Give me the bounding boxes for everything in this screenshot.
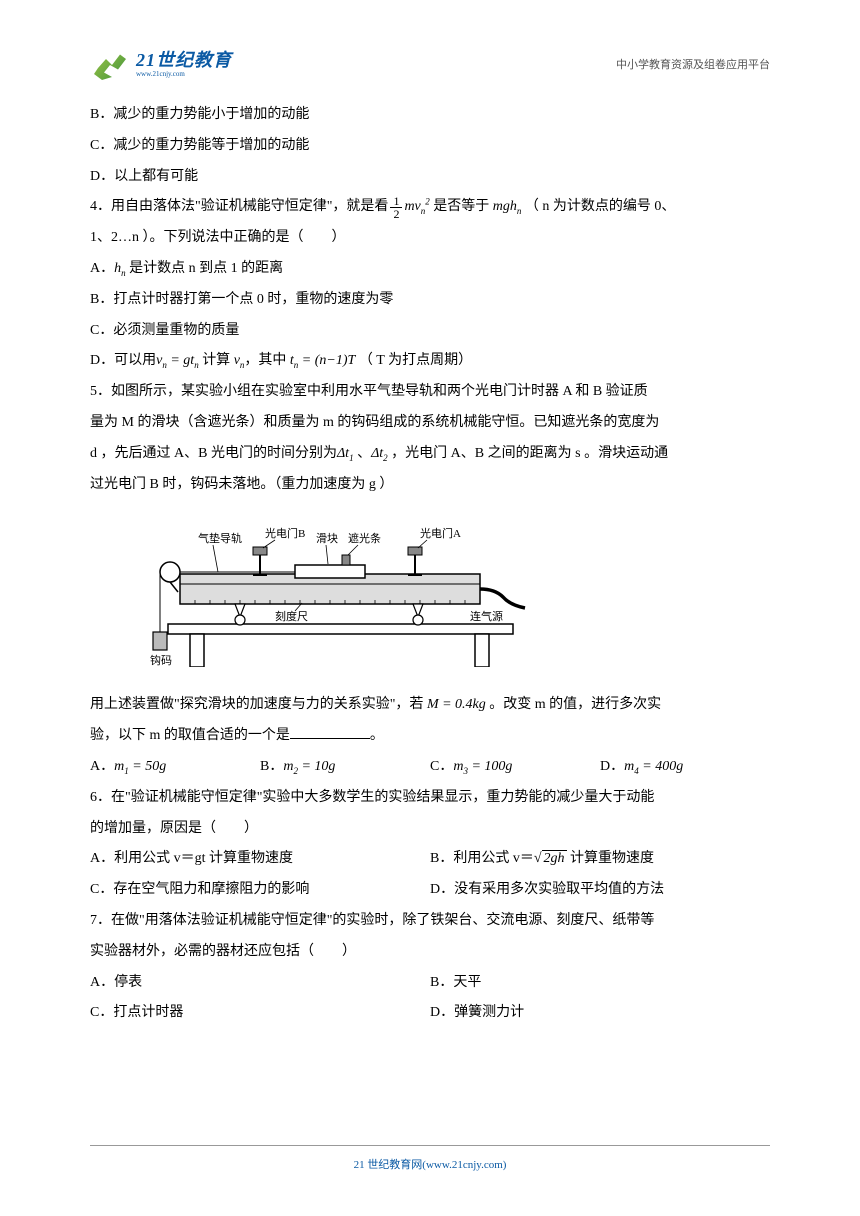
q7-opt-a: A．停表 — [90, 968, 430, 999]
label-gate-a: 光电门A — [420, 526, 461, 540]
q6-b-pre: B．利用公式 v＝ — [430, 851, 534, 866]
opt-label: C． — [430, 759, 453, 774]
formula-m2: m2 = 10g — [283, 759, 335, 774]
label-gate-b: 光电门B — [265, 526, 305, 540]
formula-m3: m3 = 100g — [453, 759, 512, 774]
formula-m04: M = 0.4kg — [423, 697, 489, 712]
q6-row1: A．利用公式 v＝gt 计算重物速度 B．利用公式 v＝√2gh 计算重物速度 — [90, 844, 770, 875]
logo-url: www.21cnjy.com — [136, 71, 232, 79]
q7-opt-d: D．弹簧测力计 — [430, 998, 770, 1029]
q4-opt-c: C．必须测量重物的质量 — [90, 316, 770, 347]
q6-b-post: 计算重物速度 — [567, 851, 655, 866]
q4-opt-b: B．打点计时器打第一个点 0 时，重物的速度为零 — [90, 285, 770, 316]
content-body: B．减少的重力势能小于增加的动能 C．减少的重力势能等于增加的动能 D．以上都有… — [90, 95, 770, 1029]
q6-row2: C．存在空气阻力和摩擦阻力的影响 D．没有采用多次实验取平均值的方法 — [90, 875, 770, 906]
formula-mv2: mvn2 — [404, 199, 429, 214]
q5-l3-mid2: ，光电门 A、B 之间的距离为 s 。滑块运动通 — [391, 446, 668, 461]
prev-option-d: D．以上都有可能 — [90, 162, 770, 193]
q7-row2: C．打点计时器 D．弹簧测力计 — [90, 998, 770, 1029]
q5-post-l1-pre: 用上述装置做"探究滑块的加速度与力的关系实验"，若 — [90, 697, 423, 712]
formula-mghn: mghn — [493, 199, 522, 214]
q6-opt-d: D．没有采用多次实验取平均值的方法 — [430, 875, 770, 906]
q6-line1: 6．在"验证机械能守恒定律"实验中大多数学生的实验结果显示，重力势能的减少量大于… — [90, 783, 770, 814]
logo: 21世纪教育 www.21cnjy.com — [90, 50, 232, 80]
q4-d-mid2: ，其中 — [244, 353, 286, 368]
q5-line2: 量为 M 的滑块（含遮光条）和质量为 m 的钩码组成的系统机械能守恒。已知遮光条… — [90, 408, 770, 439]
q7-line1: 7．在做"用落体法验证机械能守恒定律"的实验时，除了铁架台、交流电源、刻度尺、纸… — [90, 906, 770, 937]
formula-dt2: Δt2 — [371, 446, 388, 461]
q5-opt-c: C．m3 = 100g — [430, 752, 600, 783]
label-air-source: 连气源 — [470, 609, 503, 623]
opt-label: A． — [90, 261, 114, 276]
q4-post2: （ n 为计数点的编号 0、 — [525, 199, 676, 214]
runner-icon — [90, 50, 130, 80]
q7-line2: 实验器材外，必需的器材还应包括（ ） — [90, 937, 770, 968]
header-right-text: 中小学教育资源及组卷应用平台 — [616, 54, 770, 76]
label-ruler: 刻度尺 — [275, 609, 308, 623]
q7-opt-b: B．天平 — [430, 968, 770, 999]
formula-m1: m1 = 50g — [114, 759, 166, 774]
formula-tn: tn = (n−1)T — [286, 353, 358, 368]
q6-opt-c: C．存在空气阻力和摩擦阻力的影响 — [90, 875, 430, 906]
label-slider: 滑块 — [316, 532, 338, 545]
page-header: 21世纪教育 www.21cnjy.com 中小学教育资源及组卷应用平台 — [90, 50, 770, 80]
label-air-track: 气垫导轨 — [198, 531, 242, 545]
q5-post-l1: 用上述装置做"探究滑块的加速度与力的关系实验"，若 M = 0.4kg 。改变 … — [90, 690, 770, 721]
q4-post1: 是否等于 — [433, 199, 493, 214]
q7-row1: A．停表 B．天平 — [90, 968, 770, 999]
formula-vn-gtn: vn = gtn — [156, 353, 199, 368]
opt-label: D．可以用 — [90, 353, 156, 368]
q4-opt-a: A．hn 是计数点 n 到点 1 的距离 — [90, 254, 770, 285]
q6-opt-a: A．利用公式 v＝gt 计算重物速度 — [90, 844, 430, 875]
opt-label: B． — [260, 759, 283, 774]
fill-blank[interactable] — [290, 725, 370, 739]
q7-opt-c: C．打点计时器 — [90, 998, 430, 1029]
q4-line1: 4．用自由落体法"验证机械能守恒定律"，就是看12mvn2 是否等于 mghn … — [90, 192, 770, 223]
prev-option-b: B．减少的重力势能小于增加的动能 — [90, 100, 770, 131]
formula-vn: vn — [234, 353, 245, 368]
q5-opt-a: A．m1 = 50g — [90, 752, 260, 783]
q4-a-text: 是计数点 n 到点 1 的距离 — [129, 261, 283, 276]
q5-l3-mid: 、 — [357, 446, 371, 461]
formula-dt1: Δt1 — [337, 446, 354, 461]
label-weight: 钩码 — [150, 653, 172, 667]
q4-opt-d: D．可以用vn = gtn 计算 vn，其中 tn = (n−1)T （ T 为… — [90, 346, 770, 377]
formula-sqrt2gh: √2gh — [534, 850, 567, 866]
q5-line4: 过光电门 B 时，钩码未落地。（重力加速度为 g ） — [90, 470, 770, 501]
q5-opt-d: D．m4 = 400g — [600, 752, 770, 783]
q4-d-mid: 计算 — [199, 353, 234, 368]
logo-text: 21世纪教育 www.21cnjy.com — [136, 51, 232, 78]
opt-label: D． — [600, 759, 624, 774]
q5-post-l2-text: 验，以下 m 的取值合适的一个是 — [90, 728, 290, 743]
q4-d-post: （ T 为打点周期） — [359, 353, 472, 368]
q5-opt-b: B．m2 = 10g — [260, 752, 430, 783]
q5-post-l2-end: 。 — [370, 728, 384, 743]
formula-m4: m4 = 400g — [624, 759, 683, 774]
q4-pre: 4．用自由落体法"验证机械能守恒定律"，就是看 — [90, 199, 388, 214]
q5-post-l1-mid: 。改变 m 的值，进行多次实 — [489, 697, 661, 712]
q6-line2: 的增加量，原因是（ ） — [90, 814, 770, 845]
logo-main: 21世纪教育 — [136, 51, 232, 71]
experiment-diagram: 气垫导轨 光电门B 滑块 遮光条 光电门A 刻度尺 连气源 钩码 — [120, 512, 540, 667]
page-footer: 21 世纪教育网(www.21cnjy.com) — [90, 1145, 770, 1176]
prev-option-c: C．减少的重力势能等于增加的动能 — [90, 131, 770, 162]
formula-hn: hn — [114, 261, 126, 276]
q6-opt-b: B．利用公式 v＝√2gh 计算重物速度 — [430, 844, 770, 875]
q5-post-l2: 验，以下 m 的取值合适的一个是 。 — [90, 721, 770, 752]
opt-label: A． — [90, 759, 114, 774]
label-light-strip: 遮光条 — [348, 531, 381, 545]
q4-line2: 1、2…n ）。下列说法中正确的是（ ） — [90, 223, 770, 254]
q5-l3-pre: d ，先后通过 A、B 光电门的时间分别为 — [90, 446, 337, 461]
q5-line3: d ，先后通过 A、B 光电门的时间分别为Δt1 、Δt2 ，光电门 A、B 之… — [90, 439, 770, 470]
q5-line1: 5．如图所示，某实验小组在实验室中利用水平气垫导轨和两个光电门计时器 A 和 B… — [90, 377, 770, 408]
q5-options: A．m1 = 50g B．m2 = 10g C．m3 = 100g D．m4 =… — [90, 752, 770, 783]
fraction: 12 — [390, 195, 402, 220]
